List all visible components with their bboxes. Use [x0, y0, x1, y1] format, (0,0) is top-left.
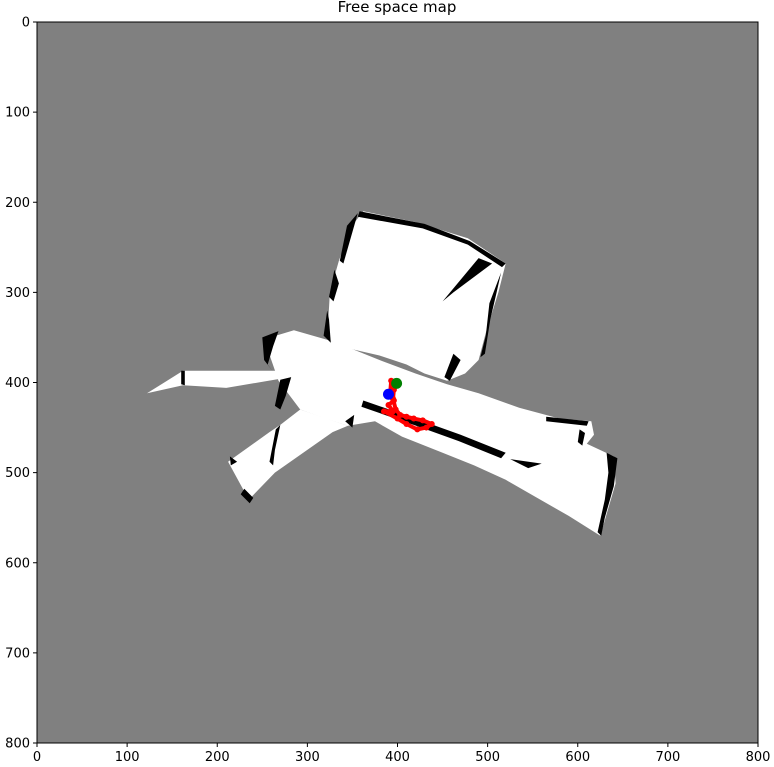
obstacle-18	[577, 429, 585, 446]
trajectory-point	[419, 417, 426, 424]
map-layer	[147, 211, 618, 536]
obstacle-13	[240, 488, 254, 504]
trajectory-point	[385, 402, 392, 409]
obstacle-1	[339, 213, 358, 264]
x-tick-label: 100	[115, 750, 140, 765]
current-point-marker	[382, 388, 394, 400]
marker-layer	[382, 377, 403, 400]
obstacle-3	[323, 310, 331, 343]
y-tick-label: 0	[22, 16, 30, 31]
y-tick-label: 500	[5, 466, 30, 481]
y-tick-label: 100	[5, 106, 30, 121]
y-tick-label: 200	[5, 196, 30, 211]
trajectory-point	[428, 420, 435, 427]
obstacle-10	[262, 331, 279, 372]
x-tick-label: 500	[475, 750, 500, 765]
obstacle-14	[229, 456, 238, 466]
x-tick-label: 200	[205, 750, 230, 765]
obstacle-9	[597, 452, 618, 536]
y-tick-label: 700	[5, 646, 30, 661]
trajectory-point	[414, 426, 421, 433]
trajectory-point	[397, 411, 404, 418]
start-point-marker	[391, 377, 403, 389]
trajectory-point	[380, 408, 387, 415]
y-tick-label: 300	[5, 286, 30, 301]
free-region-room	[327, 211, 506, 381]
y-tick-label: 600	[5, 556, 30, 571]
trajectory-point	[410, 415, 417, 422]
free-region-lower-left-arm	[228, 409, 348, 500]
x-tick-label: 300	[295, 750, 320, 765]
obstacle-16	[345, 414, 355, 428]
trajectory-point	[403, 420, 410, 427]
obstacle-12	[269, 424, 281, 466]
obstacle-17	[546, 416, 589, 426]
y-tick-label: 800	[5, 737, 30, 752]
trajectory-point	[423, 424, 430, 431]
obstacle-8	[510, 459, 542, 469]
x-tick-label: 700	[655, 750, 680, 765]
x-tick-label: 400	[385, 750, 410, 765]
y-axis: 0 100 200 300 400 500 600 700 800	[5, 16, 37, 752]
y-tick-label: 400	[5, 376, 30, 391]
trajectory-point	[403, 413, 410, 420]
obstacle-11	[274, 377, 292, 410]
trajectory-point	[392, 406, 399, 413]
chart-title: Free space map	[338, 0, 457, 16]
obstacle-6	[444, 353, 461, 381]
obstacle-15	[181, 370, 185, 386]
x-tick-label: 0	[33, 750, 41, 765]
obstacle-4	[480, 272, 502, 358]
obstacle-2	[329, 269, 339, 302]
x-axis: 0 100 200 300 400 500 600 700 800	[33, 743, 771, 765]
obstacle-5	[442, 258, 493, 302]
x-tick-label: 800	[746, 750, 771, 765]
x-tick-label: 600	[565, 750, 590, 765]
obstacle-0	[357, 211, 506, 268]
